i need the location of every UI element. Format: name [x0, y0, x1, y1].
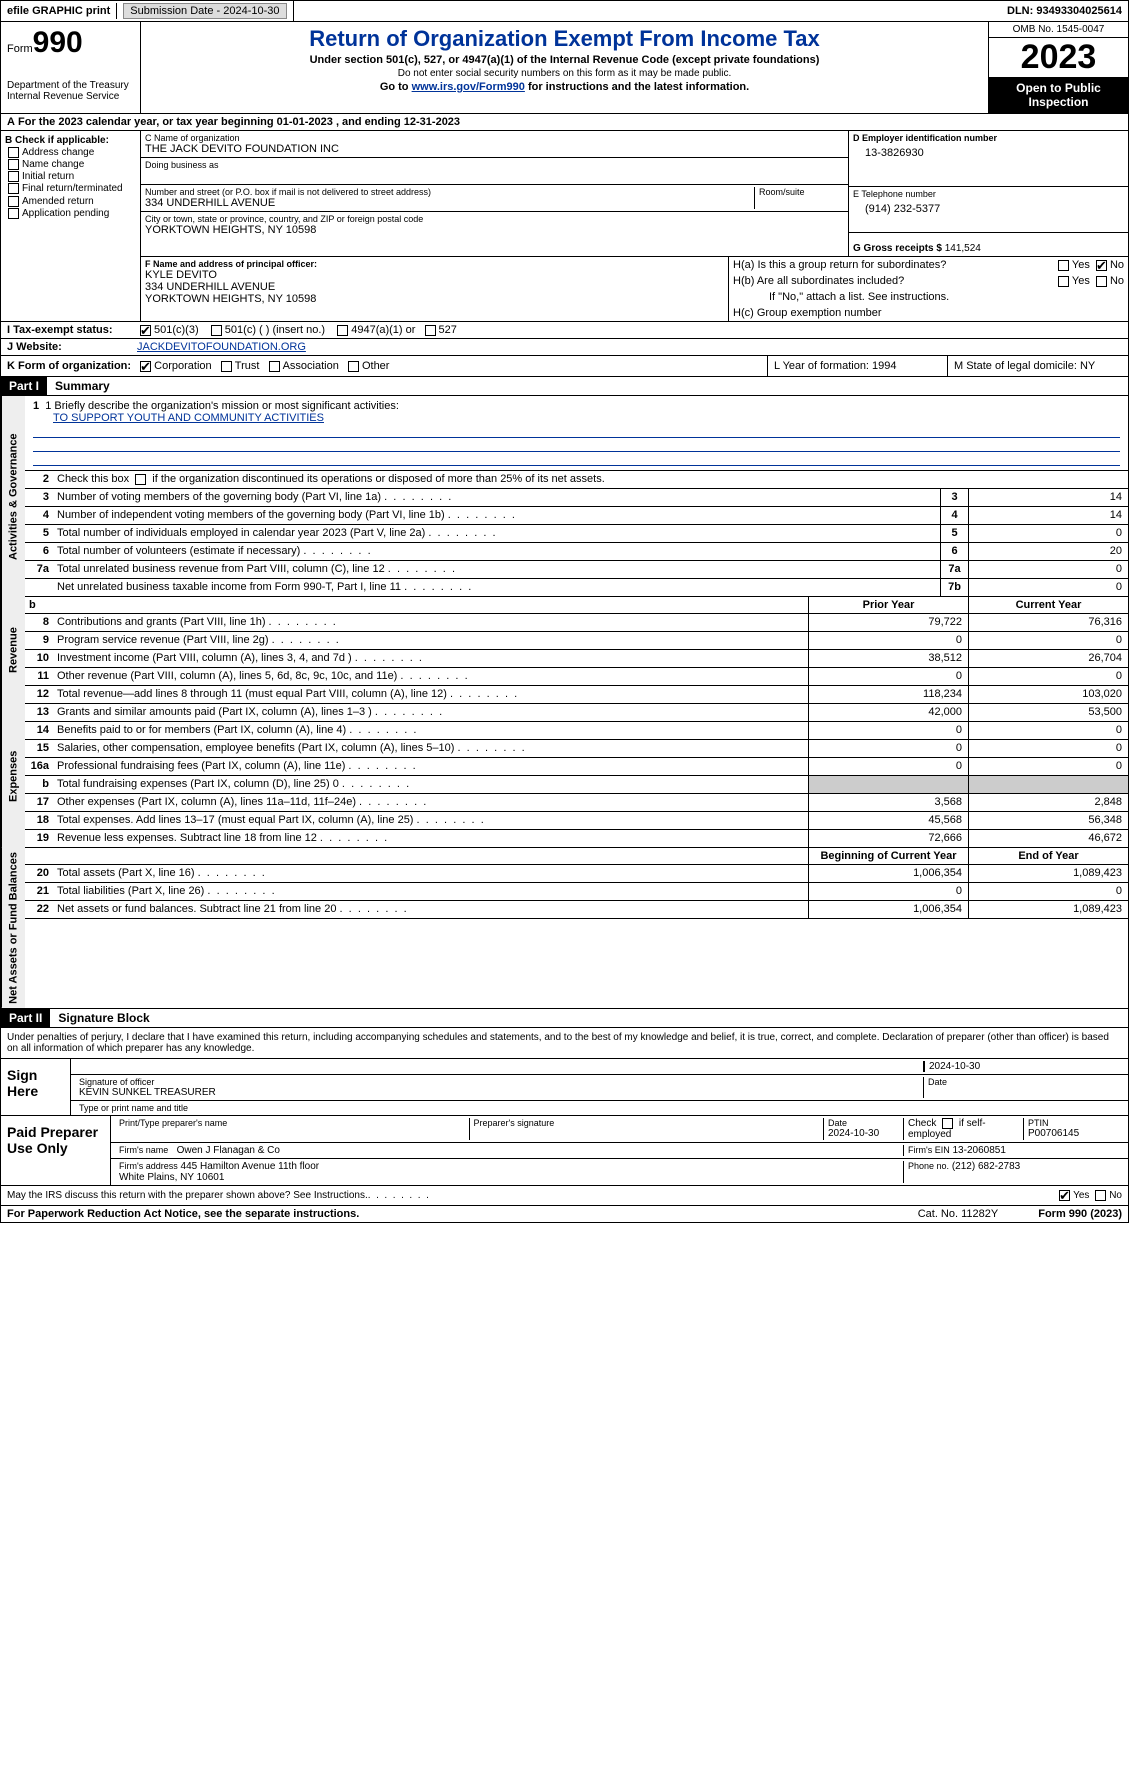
firm-name: Owen J Flanagan & Co	[177, 1145, 280, 1156]
summary-row: 19Revenue less expenses. Subtract line 1…	[25, 830, 1128, 848]
firm-phone: (212) 682-2783	[952, 1161, 1020, 1172]
chk-trust[interactable]	[221, 361, 232, 372]
officer-sig: KEVIN SUNKEL TREASURER	[79, 1087, 919, 1098]
year-formation: L Year of formation: 1994	[768, 356, 948, 376]
topbar: efile GRAPHIC print Submission Date - 20…	[0, 0, 1129, 22]
chk-ha-yes[interactable]	[1058, 260, 1069, 271]
goto-link: Go to www.irs.gov/Form990 for instructio…	[145, 81, 984, 93]
chk-self-employed[interactable]	[942, 1118, 953, 1129]
summary-row: 12Total revenue—add lines 8 through 11 (…	[25, 686, 1128, 704]
chk-hb-no[interactable]	[1096, 276, 1107, 287]
state-domicile: M State of legal domicile: NY	[948, 356, 1128, 376]
revenue-section: Revenue bPrior YearCurrent Year 8Contrib…	[0, 597, 1129, 704]
netassets-section: Net Assets or Fund Balances Beginning of…	[0, 848, 1129, 1009]
chk-name-change[interactable]	[8, 159, 19, 170]
ssn-note: Do not enter social security numbers on …	[145, 68, 984, 79]
form-number: 990	[33, 26, 83, 59]
chk-hb-yes[interactable]	[1058, 276, 1069, 287]
chk-address-change[interactable]	[8, 147, 19, 158]
chk-other[interactable]	[348, 361, 359, 372]
summary-row: Net unrelated business taxable income fr…	[25, 579, 1128, 597]
governance-section: Activities & Governance 1 1 Briefly desc…	[0, 396, 1129, 597]
submission-date-button[interactable]: Submission Date - 2024-10-30	[123, 3, 286, 19]
chk-discuss-no[interactable]	[1095, 1190, 1106, 1201]
omb-number: OMB No. 1545-0047	[989, 22, 1128, 38]
gross-receipts: 141,524	[945, 243, 981, 254]
summary-row: 11Other revenue (Part VIII, column (A), …	[25, 668, 1128, 686]
summary-row: 10Investment income (Part VIII, column (…	[25, 650, 1128, 668]
street-address: 334 UNDERHILL AVENUE	[145, 197, 754, 209]
chk-amended[interactable]	[8, 196, 19, 207]
chk-initial-return[interactable]	[8, 171, 19, 182]
part1-header: Part ISummary	[0, 377, 1129, 396]
chk-final-return[interactable]	[8, 183, 19, 194]
mission-text: TO SUPPORT YOUTH AND COMMUNITY ACTIVITIE…	[33, 412, 1120, 424]
row-j: J Website: JACKDEVITOFOUNDATION.ORG	[0, 339, 1129, 356]
org-name: THE JACK DEVITO FOUNDATION INC	[145, 143, 844, 155]
box-b: B Check if applicable: Address change Na…	[1, 131, 141, 321]
firm-ein: 13-2060851	[953, 1145, 1006, 1156]
summary-row: 7aTotal unrelated business revenue from …	[25, 561, 1128, 579]
chk-527[interactable]	[425, 325, 436, 336]
open-inspection: Open to Public Inspection	[989, 77, 1128, 113]
website-link[interactable]: JACKDEVITOFOUNDATION.ORG	[137, 341, 306, 353]
summary-row: 13Grants and similar amounts paid (Part …	[25, 704, 1128, 722]
chk-discuss-yes[interactable]	[1059, 1190, 1070, 1201]
row-k: K Form of organization: Corporation Trus…	[0, 356, 1129, 377]
page-footer: For Paperwork Reduction Act Notice, see …	[0, 1206, 1129, 1223]
row-i: I Tax-exempt status: 501(c)(3) 501(c) ( …	[0, 322, 1129, 339]
form-header: Form990 Department of the Treasury Inter…	[0, 22, 1129, 114]
dept-treasury: Department of the Treasury Internal Reve…	[7, 80, 134, 102]
summary-row: 17Other expenses (Part IX, column (A), l…	[25, 794, 1128, 812]
summary-row: 8Contributions and grants (Part VIII, li…	[25, 614, 1128, 632]
officer-name: KYLE DEVITO	[145, 269, 724, 281]
irs-link[interactable]: www.irs.gov/Form990	[412, 81, 525, 93]
signature-block: Under penalties of perjury, I declare th…	[0, 1028, 1129, 1206]
ptin: P00706145	[1028, 1128, 1120, 1139]
dba	[145, 170, 844, 182]
chk-app-pending[interactable]	[8, 208, 19, 219]
chk-discontinued[interactable]	[135, 474, 146, 485]
dln: DLN: 93493304025614	[1001, 3, 1128, 19]
form-subtitle: Under section 501(c), 527, or 4947(a)(1)…	[145, 54, 984, 66]
chk-ha-no[interactable]	[1096, 260, 1107, 271]
phone: (914) 232-5377	[853, 199, 1124, 215]
summary-row: 4Number of independent voting members of…	[25, 507, 1128, 525]
chk-corp[interactable]	[140, 361, 151, 372]
summary-row: 22Net assets or fund balances. Subtract …	[25, 901, 1128, 919]
form-label: Form	[7, 43, 33, 55]
chk-assoc[interactable]	[269, 361, 280, 372]
efile-label: efile GRAPHIC print	[1, 3, 117, 19]
summary-row: 5Total number of individuals employed in…	[25, 525, 1128, 543]
chk-501c[interactable]	[211, 325, 222, 336]
summary-row: 9Program service revenue (Part VIII, lin…	[25, 632, 1128, 650]
tax-year: 2023	[989, 38, 1128, 77]
form-title: Return of Organization Exempt From Incom…	[145, 26, 984, 52]
summary-row: 6Total number of volunteers (estimate if…	[25, 543, 1128, 561]
entity-info-grid: B Check if applicable: Address change Na…	[0, 131, 1129, 322]
ein: 13-3826930	[853, 143, 1124, 159]
period-line: A For the 2023 calendar year, or tax yea…	[0, 114, 1129, 131]
chk-4947[interactable]	[337, 325, 348, 336]
city-state-zip: YORKTOWN HEIGHTS, NY 10598	[145, 224, 844, 236]
perjury-declaration: Under penalties of perjury, I declare th…	[1, 1028, 1128, 1058]
summary-row: bTotal fundraising expenses (Part IX, co…	[25, 776, 1128, 794]
chk-501c3[interactable]	[140, 325, 151, 336]
summary-row: 15Salaries, other compensation, employee…	[25, 740, 1128, 758]
summary-row: 14Benefits paid to or for members (Part …	[25, 722, 1128, 740]
expenses-section: Expenses 13Grants and similar amounts pa…	[0, 704, 1129, 848]
summary-row: 18Total expenses. Add lines 13–17 (must …	[25, 812, 1128, 830]
summary-row: 3Number of voting members of the governi…	[25, 489, 1128, 507]
summary-row: 20Total assets (Part X, line 16)1,006,35…	[25, 865, 1128, 883]
summary-row: 16aProfessional fundraising fees (Part I…	[25, 758, 1128, 776]
part2-header: Part IISignature Block	[0, 1009, 1129, 1028]
summary-row: 21Total liabilities (Part X, line 26)00	[25, 883, 1128, 901]
sig-date: 2024-10-30	[924, 1061, 1124, 1072]
